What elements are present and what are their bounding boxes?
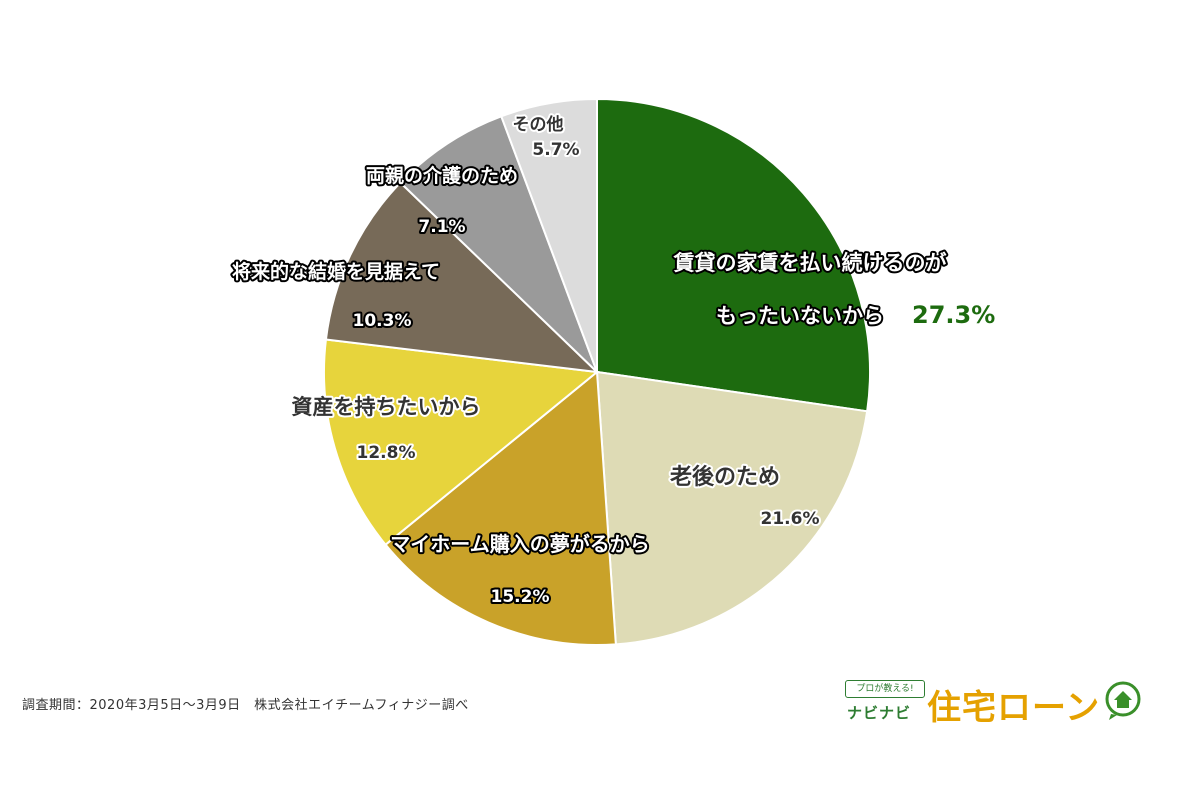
pie-slice — [596, 97, 871, 413]
house-bubble-icon — [1105, 681, 1141, 720]
slice-label: 資産を持ちたいから — [292, 395, 481, 419]
pie-slice — [323, 338, 600, 547]
slice-value-label: 7.1% — [418, 217, 465, 237]
pie-slice — [384, 370, 617, 646]
slice-label: マイホーム購入の夢がるから — [390, 532, 649, 556]
slice-label: 両親の介護のため — [366, 164, 518, 187]
slice-value-label: 10.3% — [353, 311, 412, 331]
slice-value-label: 27.3% — [912, 301, 995, 329]
slice-label: その他 — [513, 114, 564, 135]
slice-value-label: 5.7% — [532, 140, 579, 160]
logo-subtitle: ナビナビ — [847, 704, 912, 722]
slice-value-label: 12.8% — [357, 443, 416, 463]
survey-source-note: 調査期間：2020年3月5日〜3月9日 株式会社エイチームフィナジー調べ — [22, 698, 469, 713]
logo-badge: プロが教える! — [845, 680, 925, 698]
slice-label: 将来的な結婚を見据えて — [232, 260, 440, 283]
pie-slice — [398, 115, 598, 373]
pie-slices — [323, 97, 871, 646]
slice-value-label: 15.2% — [491, 587, 550, 607]
pie-slice — [500, 97, 598, 373]
slice-value-label: 21.6% — [761, 509, 820, 529]
slice-label: もったいないから — [716, 304, 884, 328]
logo-title: 住宅ローン — [927, 688, 1101, 728]
pie-slice — [324, 181, 600, 374]
pie-slice — [595, 370, 869, 646]
brand-logo: プロが教える! ナビナビ 住宅ローン — [845, 672, 1155, 732]
slice-label: 老後のため — [669, 464, 780, 490]
slice-label: 賃貸の家賃を払い続けるのが — [673, 251, 947, 275]
